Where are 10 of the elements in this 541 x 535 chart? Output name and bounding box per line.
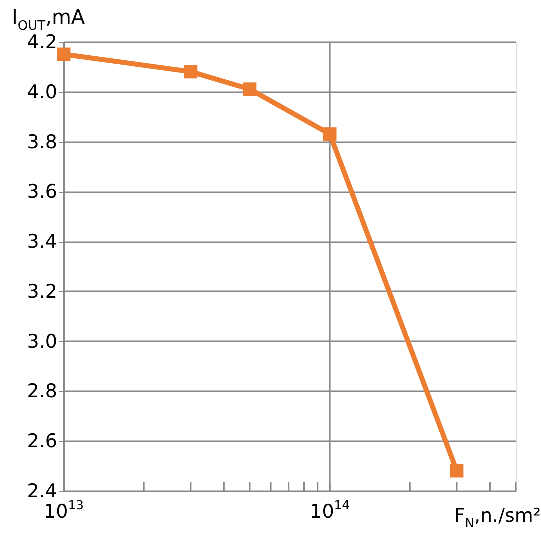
y-tick-label: 3.8 bbox=[27, 131, 58, 154]
y-tick-label: 4.2 bbox=[27, 32, 58, 54]
y-tick-label: 3.2 bbox=[27, 280, 58, 303]
y-tick-label: 2.4 bbox=[27, 480, 58, 502]
y-tick-label: 2.6 bbox=[27, 430, 58, 453]
y-tick-label: 3.6 bbox=[27, 181, 58, 204]
y-tick-label: 4.0 bbox=[27, 81, 58, 104]
y-tick-label: 2.8 bbox=[27, 380, 58, 403]
y-tick-label: 3.4 bbox=[27, 231, 58, 254]
y-tick-label: 3.0 bbox=[27, 330, 58, 353]
